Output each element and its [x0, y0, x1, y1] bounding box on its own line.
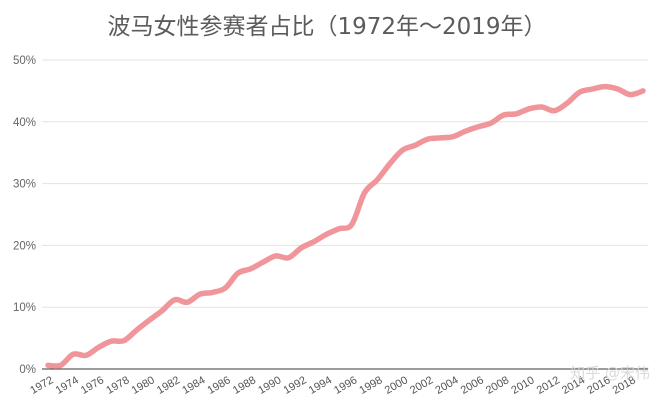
x-tick-label: 1992 [281, 374, 308, 397]
x-tick-label: 2012 [535, 374, 562, 397]
data-point [83, 352, 89, 358]
data-point [387, 161, 393, 167]
data-point [58, 362, 64, 368]
data-point [311, 239, 317, 245]
x-tick-label: 1998 [357, 374, 384, 397]
data-point [324, 231, 330, 237]
data-point [539, 104, 545, 110]
x-tick-label: 2004 [433, 374, 460, 397]
data-point [248, 266, 254, 272]
data-point [172, 297, 178, 303]
watermark: 知乎 @宋伟 [570, 364, 650, 382]
data-point [235, 270, 241, 276]
data-point [146, 317, 152, 323]
x-tick-label: 1990 [256, 374, 283, 397]
data-point [70, 351, 76, 357]
x-tick-label: 1988 [231, 374, 258, 397]
x-tick-label: 1986 [205, 374, 232, 397]
x-tick-label: 2010 [509, 374, 536, 397]
y-tick-label: 50% [13, 55, 36, 67]
data-point [640, 88, 646, 94]
data-point [589, 86, 595, 92]
x-tick-label: 1984 [180, 374, 207, 397]
data-point [437, 135, 443, 141]
data-point [134, 327, 140, 333]
data-point [577, 89, 583, 95]
y-axis-tick-labels: 0% 10% 20% 30% 40% 50% [13, 55, 36, 376]
data-point [374, 177, 380, 183]
y-tick-label: 0% [19, 364, 36, 376]
data-point [184, 299, 190, 305]
y-tick-label: 40% [13, 117, 36, 129]
data-point [210, 289, 216, 295]
data-point [564, 100, 570, 106]
data-point [108, 338, 114, 344]
data-point [526, 106, 532, 112]
x-tick-label: 1978 [104, 374, 131, 397]
y-tick-label: 10% [13, 302, 36, 314]
data-point [349, 221, 355, 227]
x-tick-label: 2008 [484, 374, 511, 397]
chart-title: 波马女性参赛者占比（1972年～2019年） [107, 14, 546, 40]
gridlines [42, 59, 648, 370]
x-tick-label: 1976 [79, 374, 106, 397]
data-point [273, 253, 279, 259]
data-point [45, 362, 51, 368]
data-point [501, 112, 507, 118]
data-point [298, 245, 304, 251]
data-point [222, 285, 228, 291]
data-point [463, 128, 469, 134]
data-point [412, 142, 418, 148]
x-tick-label: 2006 [459, 374, 486, 397]
data-point [362, 190, 368, 196]
data-point [260, 259, 266, 265]
x-tick-label: 2002 [408, 374, 435, 397]
y-tick-label: 30% [13, 179, 36, 191]
data-point [551, 108, 557, 114]
data-point [425, 136, 431, 142]
data-point [602, 84, 608, 90]
data-point [286, 255, 292, 261]
x-tick-label: 1972 [28, 374, 55, 397]
series-line [45, 83, 646, 369]
x-tick-label: 1974 [54, 374, 81, 397]
x-tick-label: 2000 [383, 374, 410, 397]
data-point [159, 308, 165, 314]
x-tick-label: 1982 [155, 374, 182, 397]
data-point [96, 344, 102, 350]
x-axis-tick-labels: 1972197419761978198019821984198619881990… [28, 374, 638, 397]
x-tick-label: 1980 [130, 374, 157, 397]
data-point [400, 147, 406, 153]
series-layer [45, 83, 646, 369]
data-point [475, 124, 481, 130]
data-point [121, 338, 127, 344]
y-tick-label: 20% [13, 240, 36, 252]
data-point [488, 120, 494, 126]
data-point [197, 291, 203, 297]
x-tick-label: 1996 [332, 374, 359, 397]
data-point [513, 111, 519, 117]
data-point [615, 86, 621, 92]
data-point [627, 92, 633, 98]
data-point [450, 134, 456, 140]
x-tick-label: 1994 [307, 374, 334, 397]
data-point [336, 226, 342, 232]
